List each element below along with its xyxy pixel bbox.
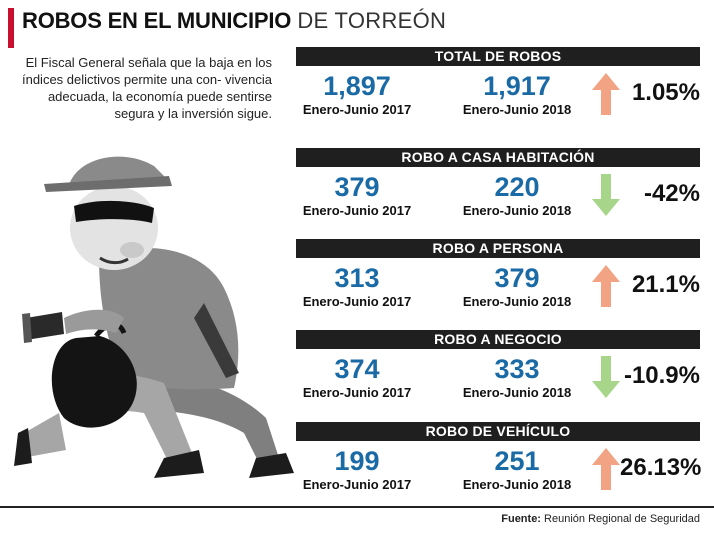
value-2017: 199 — [334, 446, 380, 476]
panel-persona: ROBO A PERSONA 313 Enero-Junio 2017 379 … — [296, 239, 700, 321]
arrow-down-shape — [592, 174, 620, 216]
label-2018: Enero-Junio 2018 — [462, 385, 572, 400]
value-2018: 379 — [494, 263, 540, 293]
trend-down-icon — [592, 356, 620, 398]
label-2018: Enero-Junio 2018 — [462, 102, 572, 117]
value-2018: 333 — [494, 354, 540, 384]
panel-vehiculo: ROBO DE VEHÍCULO 199 Enero-Junio 2017 25… — [296, 422, 702, 504]
source-text: Reunión Regional de Seguridad — [544, 513, 700, 525]
title-light: DE TORREÓN — [297, 8, 447, 33]
label-2017: Enero-Junio 2017 — [302, 203, 412, 218]
panel-negocio: ROBO A NEGOCIO 374 Enero-Junio 2017 333 … — [296, 330, 700, 412]
value-2018: 251 — [494, 446, 540, 476]
value-2017: 1,897 — [323, 71, 391, 101]
arrow-up-shape — [592, 448, 620, 490]
change-percent: 21.1% — [631, 271, 700, 298]
panel-total-robos: TOTAL DE ROBOS 1,897 Enero-Junio 2017 1,… — [296, 47, 700, 129]
page-title: ROBOS EN EL MUNICIPIO DE TORREÓN — [22, 8, 446, 34]
trend-up-icon — [592, 448, 620, 490]
label-2017: Enero-Junio 2017 — [302, 102, 412, 117]
trend-down-icon — [592, 174, 620, 216]
change-percent: -42% — [643, 180, 700, 207]
label-2017: Enero-Junio 2017 — [302, 477, 412, 492]
source-note: Fuente: Reunión Regional de Seguridad — [501, 511, 700, 527]
value-2017: 374 — [334, 354, 380, 384]
value-2018: 1,917 — [483, 71, 551, 101]
panel-casa-habitacion: ROBO A CASA HABITACIÓN 379 Enero-Junio 2… — [296, 148, 700, 230]
arrow-down-shape — [592, 356, 620, 398]
trend-up-icon — [592, 73, 620, 115]
value-2017: 379 — [334, 172, 380, 202]
label-2018: Enero-Junio 2018 — [462, 477, 572, 492]
footer-divider — [0, 506, 714, 508]
intro-text: El Fiscal General señala que la baja en … — [21, 55, 272, 121]
panel-header: ROBO A NEGOCIO — [296, 330, 700, 349]
change-percent: 1.05% — [631, 79, 700, 106]
arrow-up-shape — [592, 73, 620, 115]
title-bold: ROBOS EN EL MUNICIPIO — [22, 8, 292, 33]
thief-illustration — [14, 156, 294, 478]
source-label: Fuente: — [501, 513, 541, 525]
accent-bar — [8, 8, 14, 48]
arrow-up-shape — [592, 265, 620, 307]
label-2017: Enero-Junio 2017 — [302, 385, 412, 400]
label-2018: Enero-Junio 2018 — [462, 294, 572, 309]
change-percent: -10.9% — [623, 362, 700, 389]
panel-header: ROBO A CASA HABITACIÓN — [296, 148, 700, 167]
label-2017: Enero-Junio 2017 — [302, 294, 412, 309]
value-2017: 313 — [334, 263, 380, 293]
label-2018: Enero-Junio 2018 — [462, 203, 572, 218]
trend-up-icon — [592, 265, 620, 307]
panel-header: ROBO A PERSONA — [296, 239, 700, 258]
change-percent: 26.13% — [620, 454, 702, 481]
panel-header: ROBO DE VEHÍCULO — [296, 422, 700, 441]
panel-header: TOTAL DE ROBOS — [296, 47, 700, 66]
value-2018: 220 — [494, 172, 540, 202]
